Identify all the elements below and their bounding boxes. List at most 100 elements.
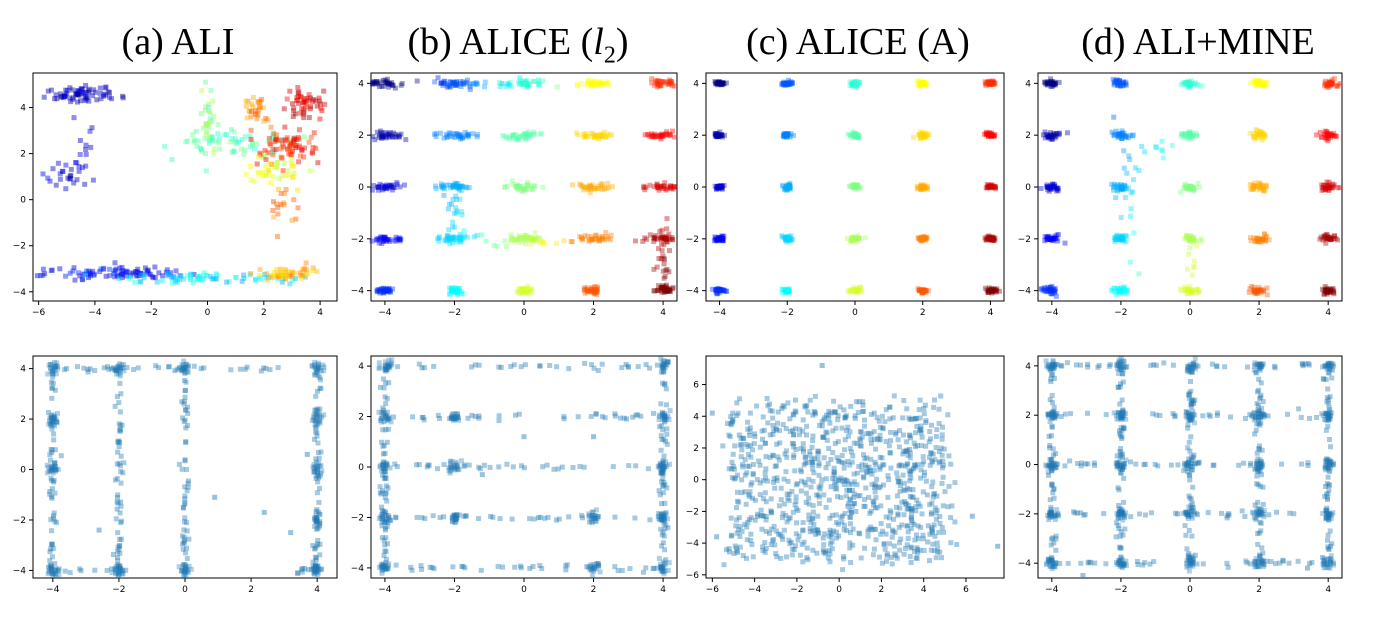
data-point: [1123, 239, 1129, 245]
data-point: [917, 547, 923, 553]
data-point: [164, 267, 170, 273]
data-point: [503, 83, 509, 89]
data-point: [989, 79, 994, 85]
data-point: [111, 270, 117, 276]
data-point: [231, 129, 237, 135]
data-point: [663, 511, 669, 517]
data-point: [47, 418, 52, 424]
data-point: [990, 236, 996, 242]
data-point: [317, 374, 323, 380]
data-point: [1049, 291, 1055, 297]
data-point: [306, 115, 312, 120]
data-point: [856, 80, 861, 86]
data-point: [459, 135, 465, 141]
data-point: [453, 512, 458, 518]
data-point: [784, 239, 790, 245]
data-point: [661, 275, 667, 281]
data-point: [815, 448, 821, 454]
data-point: [253, 111, 258, 117]
data-point: [313, 515, 319, 521]
data-point: [295, 97, 301, 103]
data-point: [392, 185, 398, 190]
data-point: [511, 133, 517, 139]
data-point: [454, 197, 459, 202]
data-point: [391, 130, 397, 136]
data-point: [919, 434, 925, 440]
data-point: [1115, 286, 1121, 292]
data-point: [986, 130, 992, 136]
data-point: [449, 412, 455, 418]
data-point: [782, 131, 788, 137]
data-point: [599, 80, 605, 86]
data-point: [941, 529, 946, 535]
data-point: [667, 132, 673, 137]
data-point: [522, 237, 528, 243]
data-point: [316, 95, 322, 101]
data-point: [814, 550, 820, 556]
data-point: [918, 80, 924, 86]
x-tick-label: −4: [378, 308, 392, 318]
data-point: [849, 80, 855, 86]
data-point: [948, 540, 954, 546]
data-point: [992, 184, 998, 190]
data-point: [1329, 132, 1335, 138]
data-point: [1119, 136, 1125, 141]
data-point: [588, 414, 594, 419]
data-point: [784, 236, 790, 242]
data-point: [1116, 184, 1122, 190]
data-point: [596, 82, 602, 88]
data-point: [379, 134, 384, 140]
data-point: [385, 485, 391, 491]
data-point: [847, 445, 853, 451]
data-point: [48, 268, 54, 274]
data-point: [317, 116, 323, 122]
data-point: [291, 143, 297, 148]
data-point: [1253, 83, 1259, 88]
data-point: [609, 184, 615, 190]
data-point: [495, 564, 501, 569]
data-point: [784, 288, 790, 294]
data-point: [284, 135, 290, 141]
data-point: [525, 289, 531, 295]
data-point: [380, 462, 386, 468]
data-point: [522, 79, 528, 85]
data-point: [585, 185, 591, 191]
data-point: [718, 132, 724, 138]
data-point: [200, 125, 206, 131]
y-tick-label: −4: [1018, 287, 1032, 297]
data-point: [179, 368, 185, 374]
data-point: [384, 286, 390, 292]
data-point: [256, 275, 262, 281]
data-point: [381, 235, 387, 241]
data-point: [582, 286, 588, 292]
data-point: [183, 550, 189, 556]
data-point: [579, 512, 585, 518]
data-point: [1251, 180, 1257, 186]
data-point: [841, 465, 847, 471]
data-point: [1123, 82, 1129, 88]
data-point: [849, 510, 854, 515]
data-point: [313, 555, 319, 561]
data-point: [854, 482, 860, 488]
plot-frame: [705, 355, 1005, 579]
data-point: [597, 135, 603, 141]
data-point: [445, 235, 451, 241]
data-point: [508, 237, 514, 243]
data-point: [862, 417, 867, 423]
data-point: [1260, 184, 1266, 190]
data-point: [180, 415, 186, 421]
data-point: [834, 529, 839, 535]
data-point: [181, 358, 187, 364]
data-point: [660, 569, 666, 574]
data-point: [654, 78, 660, 84]
data-point: [213, 271, 219, 277]
data-point: [836, 458, 842, 464]
data-point: [1048, 183, 1054, 189]
data-point: [1184, 291, 1190, 296]
data-point: [659, 464, 665, 470]
data-point: [116, 546, 122, 552]
data-point: [181, 363, 187, 368]
data-point: [275, 160, 281, 165]
data-point: [920, 187, 926, 193]
